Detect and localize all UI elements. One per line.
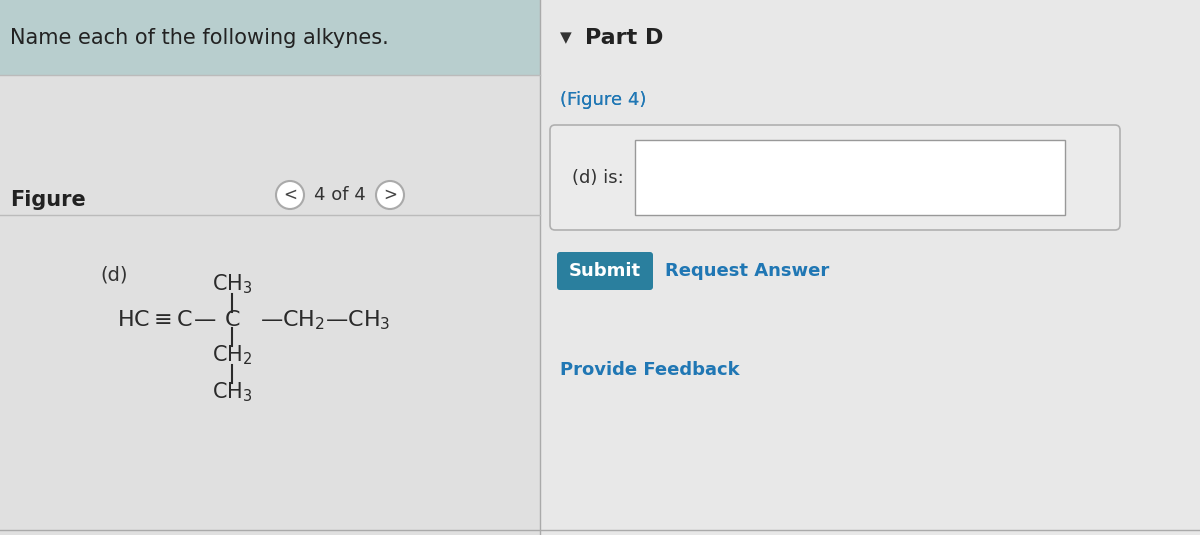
Text: 4 of 4: 4 of 4 (314, 186, 366, 204)
Text: (Figure 4): (Figure 4) (560, 91, 647, 109)
Text: Name each of the following alkynes.: Name each of the following alkynes. (10, 28, 389, 48)
Text: —: — (194, 310, 216, 330)
FancyBboxPatch shape (0, 0, 540, 535)
FancyBboxPatch shape (557, 252, 653, 290)
Text: (Figure 4): (Figure 4) (560, 91, 647, 109)
FancyBboxPatch shape (635, 140, 1066, 215)
Text: CH$_3$: CH$_3$ (211, 380, 252, 404)
FancyBboxPatch shape (550, 125, 1120, 230)
Text: Submit: Submit (569, 262, 641, 280)
FancyBboxPatch shape (540, 0, 1200, 535)
Text: ▼: ▼ (560, 30, 571, 45)
Text: CH$_2$: CH$_2$ (212, 343, 252, 367)
Text: <: < (283, 186, 298, 204)
Text: >: > (383, 186, 397, 204)
Text: HC$\equiv$C: HC$\equiv$C (118, 310, 193, 330)
Text: CH$_3$: CH$_3$ (211, 272, 252, 296)
FancyBboxPatch shape (0, 0, 540, 75)
Circle shape (276, 181, 304, 209)
Text: —CH$_2$—CH$_3$: —CH$_2$—CH$_3$ (260, 308, 390, 332)
Text: C: C (224, 310, 240, 330)
Text: Figure: Figure (10, 190, 85, 210)
Text: (d): (d) (100, 265, 127, 285)
Circle shape (376, 181, 404, 209)
Text: Provide Feedback: Provide Feedback (560, 361, 739, 379)
Text: Part D: Part D (586, 28, 664, 48)
Text: (d) is:: (d) is: (572, 169, 624, 187)
Text: Request Answer: Request Answer (665, 262, 829, 280)
